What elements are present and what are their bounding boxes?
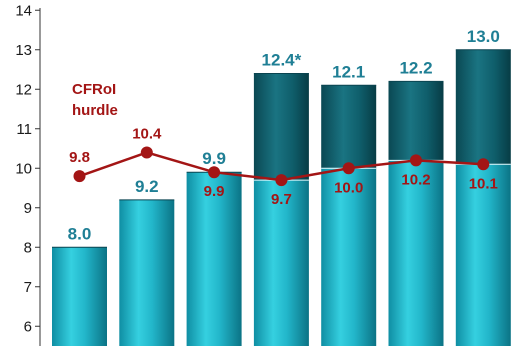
bars (52, 49, 511, 346)
bar-lower-3 (253, 180, 309, 346)
hurdle-point-6 (477, 158, 490, 171)
y-tick-label-7: 7 (24, 279, 32, 296)
bar-value-label-3: 12.4* (262, 50, 302, 69)
y-tick-label-6: 6 (24, 318, 32, 335)
hurdle-point-4 (342, 162, 355, 175)
annotation-line-2: hurdle (72, 102, 118, 119)
hurdle-value-label-2: 9.9 (204, 183, 225, 200)
hurdle-point-2 (208, 166, 221, 179)
y-axis: 6 7 8 9 10 11 12 13 14 (15, 2, 41, 346)
annotation-line-1: CFRoI (72, 81, 116, 98)
bar-2 (186, 172, 242, 346)
y-tick-label-13: 13 (15, 42, 32, 59)
y-tick-label-10: 10 (15, 160, 32, 177)
hurdle-value-label-6: 10.1 (469, 175, 498, 192)
bar-lower-6 (455, 164, 511, 346)
bar-1 (119, 199, 175, 346)
bar-upper-4 (321, 85, 377, 169)
y-tick-label-14: 14 (15, 2, 32, 19)
bar-0 (52, 247, 107, 346)
bar-value-label-0: 8.0 (68, 224, 92, 243)
bar-upper-5 (388, 81, 444, 161)
bar-value-label-5: 12.2 (399, 58, 432, 77)
bar-upper-6 (455, 49, 511, 165)
bar-value-label-6: 13.0 (467, 27, 500, 46)
y-tick-label-11: 11 (16, 121, 32, 138)
bar-value-label-1: 9.2 (135, 177, 159, 196)
hurdle-value-label-1: 10.4 (132, 125, 162, 142)
hurdle-value-label-3: 9.7 (271, 191, 292, 208)
hurdle-point-0 (73, 170, 86, 183)
bar-value-label-4: 12.1 (332, 62, 365, 81)
hurdle-value-label-0: 9.8 (69, 149, 90, 166)
hurdle-line-series (73, 146, 490, 187)
y-tick-label-9: 9 (24, 200, 32, 217)
hurdle-value-label-4: 10.0 (334, 179, 363, 196)
bar-lower-4 (321, 168, 377, 346)
y-tick-label-8: 8 (24, 239, 32, 256)
hurdle-value-label-5: 10.2 (401, 171, 430, 188)
y-tick-label-12: 12 (15, 81, 32, 98)
bar-upper-3 (253, 73, 309, 181)
hurdle-point-1 (140, 146, 153, 159)
bar-lower-5 (388, 160, 444, 346)
data-labels: 8.0 9.2 9.9 12.4* 12.1 12.2 13.0 9.8 10.4 9.9 9.7 1… (68, 27, 500, 244)
bar-value-label-2: 9.9 (202, 149, 226, 168)
hurdle-point-3 (275, 174, 288, 187)
hurdle-point-5 (410, 154, 422, 167)
